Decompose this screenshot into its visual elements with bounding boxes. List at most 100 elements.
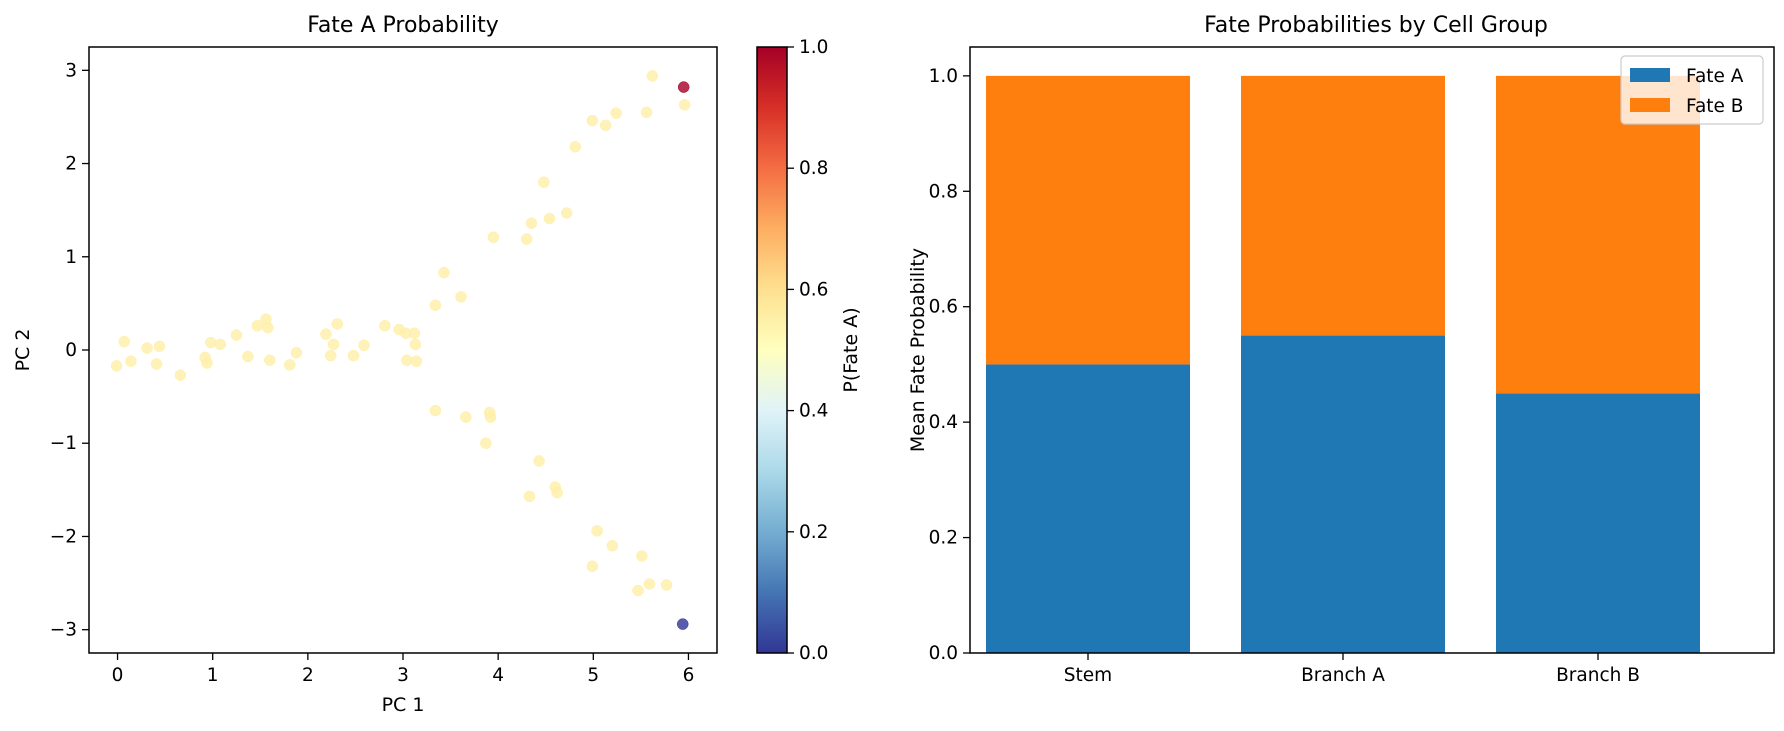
scatter-point-30 — [409, 338, 422, 351]
bar-x-tick-label: Branch A — [1301, 665, 1385, 686]
scatter-point-18 — [290, 347, 303, 359]
scatter-y-tick-label: −1 — [50, 433, 77, 454]
bar-y-tick-label: 0.6 — [929, 297, 958, 318]
colorbar-tick-label: 0.6 — [799, 279, 828, 300]
legend-swatch-fate-b — [1630, 98, 1670, 112]
scatter-point-37 — [525, 217, 538, 229]
scatter-x-tick-label: 5 — [587, 665, 599, 686]
scatter-point-43 — [599, 119, 612, 132]
scatter-x-tick-label: 3 — [397, 665, 409, 686]
scatter-point-41 — [569, 141, 581, 153]
scatter-point-50 — [460, 411, 472, 423]
bar-x-ticks: Stem Branch A Branch B — [1064, 653, 1640, 686]
scatter-point-22 — [331, 318, 344, 330]
scatter-point-65 — [676, 618, 689, 630]
bar-fate-a-stem — [986, 364, 1190, 653]
scatter-point-19 — [320, 328, 332, 340]
scatter-point-5 — [153, 340, 166, 353]
bar-x-tick-label: Stem — [1064, 665, 1112, 686]
scatter-point-63 — [643, 578, 656, 590]
scatter-point-31 — [410, 355, 423, 367]
scatter-point-48 — [677, 81, 690, 93]
scatter-point-57 — [551, 486, 563, 499]
bar-y-tick-label: 0.0 — [929, 643, 958, 664]
scatter-point-38 — [538, 176, 550, 188]
scatter-point-10 — [214, 338, 227, 351]
scatter-point-45 — [640, 106, 653, 119]
colorbar-gradient — [757, 47, 787, 653]
colorbar-tick-label: 0.0 — [799, 643, 828, 664]
scatter-point-46 — [646, 70, 659, 82]
colorbar-tick-label: 0.8 — [799, 158, 828, 179]
scatter-point-25 — [379, 320, 391, 332]
colorbar: 0.0 0.2 0.4 0.6 0.8 1.0 P(Fate A) — [756, 37, 862, 664]
bar-y-label: Mean Fate Probability — [907, 248, 929, 452]
bar-fate-a-branch-b — [1496, 393, 1700, 653]
scatter-point-51 — [480, 437, 492, 449]
scatter-point-47 — [678, 99, 691, 111]
scatter-point-1 — [118, 335, 130, 348]
colorbar-ticks: 0.0 0.2 0.4 0.6 0.8 1.0 — [787, 37, 828, 664]
scatter-point-54 — [523, 490, 536, 503]
scatter-point-15 — [262, 321, 274, 334]
scatter-title: Fate A Probability — [307, 13, 499, 38]
scatter-x-tick-label: 2 — [302, 665, 314, 686]
legend-swatch-fate-a — [1630, 68, 1670, 82]
scatter-point-29 — [408, 327, 421, 339]
bar-fate-a-branch-a — [1241, 335, 1445, 653]
scatter-x-ticks: 0 1 2 3 4 5 6 — [112, 653, 694, 686]
scatter-point-62 — [636, 550, 648, 562]
scatter-points — [110, 70, 691, 630]
scatter-point-2 — [125, 355, 137, 367]
legend: Fate A Fate B — [1620, 55, 1764, 125]
colorbar-tick-label: 0.2 — [799, 522, 828, 543]
scatter-point-36 — [520, 233, 533, 245]
scatter-point-60 — [606, 540, 619, 552]
scatter-point-61 — [632, 584, 644, 597]
colorbar-label: P(Fate A) — [840, 307, 862, 392]
scatter-y-tick-label: −3 — [50, 620, 77, 641]
colorbar-tick-label: 1.0 — [799, 37, 828, 58]
scatter-point-59 — [591, 525, 603, 537]
scatter-x-tick-label: 1 — [207, 665, 219, 686]
bar-y-ticks: 0.0 0.2 0.4 0.6 0.8 1.0 — [929, 66, 970, 664]
colorbar-frame — [756, 46, 788, 654]
scatter-point-12 — [242, 350, 254, 363]
scatter-point-23 — [347, 349, 360, 362]
scatter-y-tick-label: 0 — [65, 340, 77, 361]
scatter-point-20 — [324, 349, 337, 362]
colorbar-tick-label: 0.4 — [799, 401, 828, 422]
scatter-point-11 — [230, 329, 243, 341]
scatter-point-53 — [484, 411, 497, 423]
scatter-point-44 — [610, 107, 622, 119]
scatter-x-tick-label: 4 — [492, 665, 504, 686]
scatter-point-6 — [174, 369, 187, 381]
scatter-point-40 — [560, 207, 573, 219]
bar-frame — [969, 46, 1775, 654]
scatter-y-ticks: −3 −2 −1 0 1 2 3 — [50, 60, 89, 641]
scatter-point-33 — [438, 266, 450, 279]
scatter-y-tick-label: 2 — [65, 154, 77, 175]
scatter-point-16 — [264, 354, 276, 367]
scatter-panel: Fate A Probability 0 1 2 3 4 5 6 −3 −2 −1 0 1 2 3 PC… — [12, 13, 718, 716]
scatter-point-64 — [660, 579, 673, 591]
scatter-point-35 — [487, 231, 500, 243]
bar-fate-b-branch-a — [1241, 75, 1445, 336]
scatter-y-label: PC 2 — [12, 329, 34, 372]
scatter-point-49 — [429, 404, 442, 417]
scatter-y-tick-label: 1 — [65, 247, 77, 268]
scatter-point-4 — [150, 358, 163, 370]
legend-label-fate-a: Fate A — [1686, 66, 1744, 87]
scatter-x-label: PC 1 — [382, 694, 425, 716]
scatter-point-8 — [201, 357, 213, 369]
scatter-point-21 — [327, 338, 340, 351]
scatter-point-9 — [205, 336, 217, 349]
legend-label-fate-b: Fate B — [1686, 96, 1744, 117]
bars — [986, 75, 1700, 653]
scatter-point-32 — [429, 299, 442, 311]
scatter-y-tick-label: −2 — [50, 526, 77, 547]
scatter-frame — [88, 46, 718, 654]
bar-y-tick-label: 0.4 — [929, 412, 958, 433]
scatter-point-42 — [586, 114, 599, 127]
scatter-point-3 — [141, 342, 153, 354]
